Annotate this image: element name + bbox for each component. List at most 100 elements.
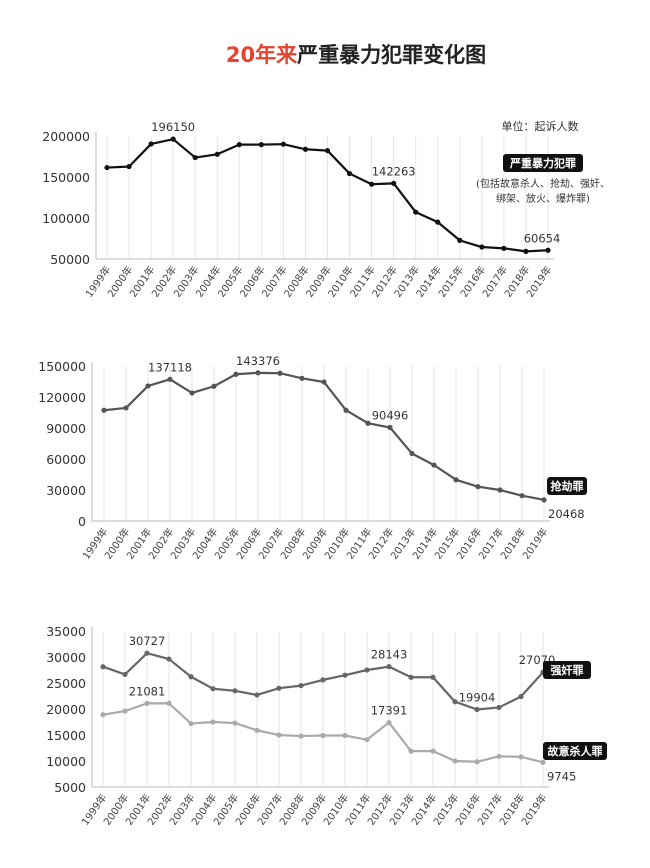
- series-note: 绑架、放火、爆炸罪): [496, 192, 590, 205]
- data-point: [364, 737, 370, 743]
- data-label: 142263: [372, 164, 416, 178]
- data-label: 9745: [547, 769, 576, 783]
- data-label: 19904: [459, 690, 496, 704]
- data-point: [276, 685, 282, 691]
- data-point: [346, 170, 353, 177]
- data-point: [369, 181, 375, 187]
- chart-panel-1: 500001000001500002000001999年2000年2001年20…: [42, 120, 610, 300]
- data-point: [280, 141, 286, 147]
- y-tick-label: 25000: [46, 676, 86, 691]
- data-point: [144, 700, 150, 706]
- y-tick-label: 15000: [46, 728, 86, 743]
- data-label: 21081: [129, 684, 166, 698]
- data-label: 20468: [548, 507, 585, 521]
- data-point: [148, 141, 154, 147]
- data-point: [431, 462, 437, 468]
- data-point: [232, 688, 238, 694]
- chart-panel-2: 03000060000900001200001500001999年2000年20…: [38, 354, 587, 562]
- data-point: [343, 407, 349, 413]
- data-point: [122, 708, 128, 714]
- data-point: [302, 146, 309, 152]
- data-point: [496, 753, 502, 759]
- data-label: 196150: [151, 120, 195, 134]
- y-tick-label: 10000: [46, 754, 86, 769]
- data-point: [255, 370, 261, 376]
- data-label: 28143: [371, 648, 408, 662]
- series-note: (包括故意杀人、抢劫、强奸、: [476, 177, 610, 190]
- data-point: [518, 693, 524, 700]
- data-point: [254, 727, 260, 733]
- data-point: [214, 151, 220, 157]
- data-point: [254, 692, 260, 698]
- data-point: [540, 759, 546, 765]
- y-tick-label: 100000: [42, 211, 90, 226]
- data-point: [457, 237, 463, 243]
- data-point: [430, 748, 436, 754]
- data-point: [192, 154, 198, 161]
- data-point: [122, 671, 128, 678]
- y-tick-label: 60000: [46, 452, 86, 467]
- title-highlight: 20年来: [226, 43, 298, 67]
- series-name-tag: 严重暴力犯罪: [509, 156, 576, 170]
- data-point: [100, 712, 106, 718]
- data-point: [210, 686, 216, 692]
- y-tick-label: 20000: [46, 702, 86, 717]
- data-point: [189, 390, 195, 396]
- data-point: [474, 706, 480, 713]
- data-point: [365, 420, 371, 426]
- data-point: [145, 383, 151, 389]
- data-point: [408, 674, 414, 680]
- data-point: [298, 683, 304, 689]
- data-point: [519, 493, 525, 499]
- series-tag-box: [543, 661, 591, 679]
- data-point: [501, 245, 507, 251]
- data-point: [518, 754, 524, 760]
- y-tick-label: 120000: [38, 390, 86, 405]
- data-point: [474, 759, 480, 765]
- data-point: [170, 136, 176, 142]
- data-point: [386, 664, 392, 670]
- data-point: [364, 667, 370, 673]
- data-point: [430, 674, 436, 680]
- chart-title: 20年来严重暴力犯罪变化图: [226, 43, 486, 67]
- data-point: [342, 672, 348, 678]
- data-label: 137118: [148, 360, 192, 374]
- data-point: [166, 700, 172, 706]
- data-point: [324, 147, 331, 154]
- chart-panel-3: 50001000015000200002500030000350001999年2…: [46, 624, 607, 828]
- data-point: [167, 376, 173, 382]
- y-tick-label: 150000: [42, 170, 90, 185]
- data-point: [277, 370, 283, 376]
- data-point: [276, 732, 282, 738]
- y-tick-label: 200000: [42, 129, 90, 144]
- data-point: [123, 405, 129, 411]
- data-point: [413, 209, 419, 215]
- unit-label: 单位：起诉人数: [502, 119, 579, 133]
- series-tag-box: [543, 742, 607, 760]
- series-tag-box: [503, 154, 583, 172]
- data-label: 17391: [371, 704, 408, 718]
- data-point: [435, 219, 441, 225]
- y-tick-label: 150000: [38, 359, 86, 374]
- y-tick-label: 30000: [46, 483, 86, 498]
- data-point: [541, 497, 547, 503]
- series-name-tag: 故意杀人罪: [548, 744, 603, 758]
- data-point: [320, 732, 326, 739]
- data-point: [211, 383, 217, 389]
- data-point: [298, 733, 304, 739]
- data-point: [452, 699, 458, 705]
- data-point: [188, 674, 194, 680]
- data-point: [104, 164, 110, 171]
- data-point: [320, 677, 326, 683]
- data-point: [144, 650, 150, 656]
- data-point: [479, 244, 485, 250]
- data-point: [233, 371, 239, 377]
- data-point: [409, 450, 415, 457]
- data-point: [387, 424, 393, 431]
- data-label: 143376: [236, 354, 280, 368]
- series-tag-box: [547, 477, 587, 495]
- data-point: [299, 375, 305, 381]
- data-point: [321, 379, 327, 385]
- data-point: [497, 487, 503, 493]
- data-label: 90496: [372, 408, 409, 422]
